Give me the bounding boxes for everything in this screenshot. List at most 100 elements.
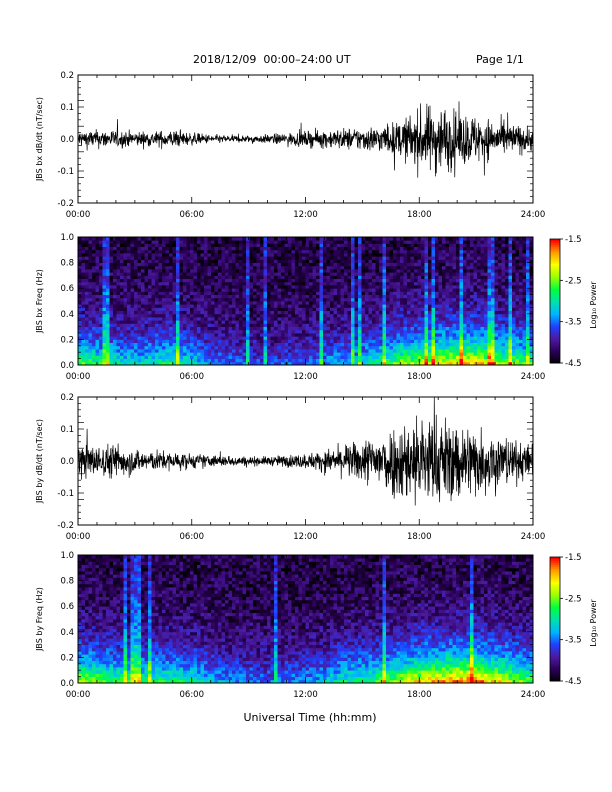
heatmap-cell xyxy=(270,249,275,254)
heatmap-cell xyxy=(92,323,96,327)
heatmap-cell xyxy=(123,246,128,251)
heatmap-cell xyxy=(312,336,317,340)
heatmap-cell xyxy=(225,246,229,251)
heatmap-cell xyxy=(375,253,380,257)
heatmap-cell xyxy=(410,297,415,302)
heatmap-cell xyxy=(81,333,86,337)
heatmap-cell xyxy=(183,320,187,324)
heatmap-cell xyxy=(246,253,250,257)
heatmap-cell xyxy=(155,249,159,254)
heatmap-cell xyxy=(428,272,432,276)
heatmap-cell xyxy=(389,291,394,295)
heatmap-cell xyxy=(361,240,366,244)
heatmap-cell xyxy=(505,352,509,356)
heatmap-cell xyxy=(456,281,460,286)
heatmap-cell xyxy=(487,313,492,318)
heatmap-cell xyxy=(218,253,222,257)
heatmap-cell xyxy=(452,358,457,363)
heatmap-cell xyxy=(295,294,299,299)
heatmap-cell xyxy=(134,301,138,305)
heatmap-cell xyxy=(403,345,408,350)
heatmap-cell xyxy=(400,243,404,247)
heatmap-cell xyxy=(452,243,457,247)
heatmap-cell xyxy=(466,240,471,244)
heatmap-cell xyxy=(424,243,429,247)
heatmap-cell xyxy=(487,262,492,267)
heatmap-cell xyxy=(449,345,453,350)
heatmap-cell xyxy=(407,313,411,318)
heatmap-cell xyxy=(487,310,492,315)
heatmap-cell xyxy=(291,310,296,315)
heatmap-cell xyxy=(389,310,394,315)
heatmap-cell xyxy=(88,336,93,340)
heatmap-cell xyxy=(435,256,439,260)
heatmap-cell xyxy=(85,262,89,267)
heatmap-cell xyxy=(372,237,376,241)
heatmap-cell xyxy=(379,342,383,347)
heatmap-cell xyxy=(438,294,443,299)
heatmap-cell xyxy=(473,262,478,267)
heatmap-cell xyxy=(382,294,387,299)
heatmap-cell xyxy=(323,358,327,363)
heatmap-cell xyxy=(228,291,233,295)
heatmap-cell xyxy=(172,291,177,295)
heatmap-cell xyxy=(225,336,229,340)
heatmap-cell xyxy=(134,361,138,366)
heatmap-cell xyxy=(452,310,457,315)
heatmap-cell xyxy=(477,326,481,331)
heatmap-cell xyxy=(197,291,201,295)
heatmap-cell xyxy=(407,237,411,241)
heatmap-cell xyxy=(316,272,320,276)
heatmap-cell xyxy=(256,275,261,279)
heatmap-cell xyxy=(127,336,131,340)
heatmap-cell xyxy=(162,272,166,276)
heatmap-cell xyxy=(151,339,156,343)
heatmap-cell xyxy=(106,272,110,276)
heatmap-cell xyxy=(480,317,485,321)
heatmap-cell xyxy=(256,349,261,353)
heatmap-cell xyxy=(477,304,481,308)
heatmap-cell xyxy=(393,339,397,343)
heatmap-cell xyxy=(284,349,289,353)
heatmap-cell xyxy=(358,339,362,343)
heatmap-cell xyxy=(382,301,387,305)
heatmap-cell xyxy=(270,329,275,334)
heatmap-cell xyxy=(491,256,495,260)
heatmap-cell xyxy=(253,339,257,343)
heatmap-cell xyxy=(333,237,338,241)
heatmap-cell xyxy=(214,342,219,347)
heatmap-cell xyxy=(88,304,93,308)
heatmap-cell xyxy=(95,317,100,321)
heatmap-cell xyxy=(221,333,226,337)
heatmap-cell xyxy=(396,339,401,343)
heatmap-cell xyxy=(137,246,142,251)
heatmap-cell xyxy=(466,278,471,283)
heatmap-cell xyxy=(344,243,348,247)
heatmap-cell xyxy=(288,297,292,302)
heatmap-cell xyxy=(347,313,352,318)
heatmap-cell xyxy=(218,265,222,270)
heatmap-cell xyxy=(186,329,191,334)
heatmap-cell xyxy=(417,329,422,334)
heatmap-cell xyxy=(487,352,492,356)
heatmap-cell xyxy=(239,294,243,299)
heatmap-cell xyxy=(130,317,135,321)
heatmap-cell xyxy=(260,262,264,267)
heatmap-cell xyxy=(456,329,460,334)
heatmap-cell xyxy=(176,317,180,321)
heatmap-cell xyxy=(337,243,341,247)
heatmap-cell xyxy=(169,259,173,263)
heatmap-cell xyxy=(389,333,394,337)
heatmap-cell xyxy=(295,281,299,286)
heatmap-cell xyxy=(274,326,278,331)
heatmap-cell xyxy=(410,275,415,279)
heatmap-cell xyxy=(78,352,82,356)
heatmap-cell xyxy=(470,253,474,257)
heatmap-cell xyxy=(200,317,205,321)
heatmap-cell xyxy=(200,313,205,318)
heatmap-cell xyxy=(95,329,100,334)
heatmap-cell xyxy=(218,237,222,241)
heatmap-cell xyxy=(354,317,359,321)
heatmap-cell xyxy=(151,262,156,267)
heatmap-cell xyxy=(113,355,117,359)
